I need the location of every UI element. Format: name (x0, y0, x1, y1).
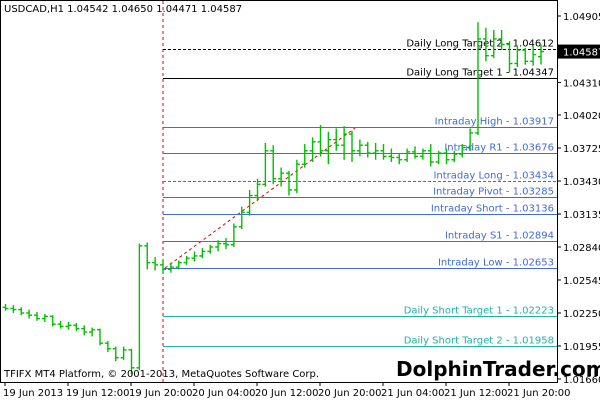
level-label: Intraday Pivot - 1.03285 (433, 187, 554, 198)
level-label: Intraday S1 - 1.02894 (445, 231, 554, 242)
current-price-label: 1.04587 (563, 48, 600, 59)
x-tick-label: 20 Jun 04:00 (192, 388, 256, 399)
chart-title: USDCAD,H1 1.04542 1.04650 1.04471 1.0458… (4, 4, 242, 15)
level-label: Daily Short Target 2 - 1.01958 (404, 336, 554, 347)
level-label: Intraday R1 - 1.03676 (444, 143, 554, 154)
level-label: Intraday Long - 1.03434 (433, 171, 554, 182)
y-tick-label: 1.02250 (563, 309, 600, 320)
level-label: Intraday High - 1.03917 (435, 117, 554, 128)
y-tick-label: 1.01660 (563, 375, 600, 386)
footer: TFIFX MT4 Platform, © 2001-2013, MetaQuo… (3, 369, 319, 380)
x-tick-label: 20 Jun 20:00 (318, 388, 382, 399)
y-tick-label: 1.04020 (563, 111, 600, 122)
level-label: Intraday Low - 1.02653 (438, 258, 554, 269)
x-tick-label: 20 Jun 12:00 (255, 388, 319, 399)
y-tick-label: 1.03725 (563, 144, 600, 155)
current-price-box (558, 44, 600, 59)
y-tick-label: 1.04310 (563, 79, 600, 90)
level-label: Daily Long Target 1 - 1.04347 (406, 68, 554, 79)
watermark: DolphinTrader.com (396, 357, 600, 381)
levels: Daily Long Target 2 - 1.04612 Daily Long … (163, 39, 557, 347)
x-tick-label: 19 Jun 20:00 (129, 388, 193, 399)
x-tick-label: 19 Jun 2013 (3, 388, 63, 399)
x-tick-label: 19 Jun 12:00 (66, 388, 130, 399)
x-tick-label: 21 Jun 12:00 (444, 388, 508, 399)
axes: 1.04905 1.04310 1.04020 1.03725 1.03430 1.031… (3, 12, 600, 399)
y-tick-label: 1.03430 (563, 177, 600, 188)
y-tick-label: 1.03135 (563, 210, 600, 221)
level-label: Intraday Short - 1.03136 (431, 204, 554, 215)
plot-frame (0, 0, 558, 383)
level-label: Daily Short Target 1 - 1.02223 (404, 306, 554, 317)
y-tick-label: 1.04905 (563, 12, 600, 23)
level-label: Daily Long Target 2 - 1.04612 (406, 39, 554, 50)
x-tick-label: 21 Jun 20:00 (507, 388, 571, 399)
y-tick-label: 1.02545 (563, 276, 600, 287)
x-tick-label: 21 Jun 04:00 (381, 388, 445, 399)
y-tick-label: 1.02840 (563, 243, 600, 254)
bars (2, 22, 544, 375)
y-tick-label: 1.01955 (563, 342, 600, 353)
